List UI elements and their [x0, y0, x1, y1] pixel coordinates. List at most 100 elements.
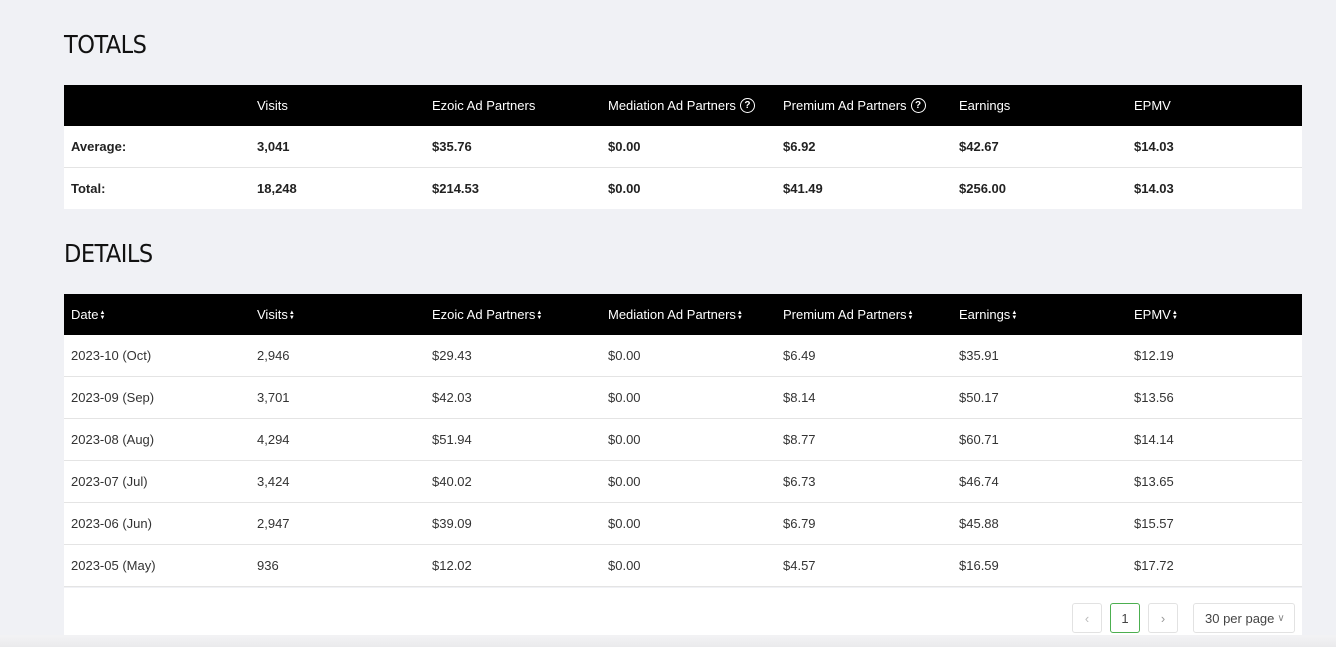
sort-icon: ▲ ▼	[99, 309, 106, 321]
totals-header-row: Visits Ezoic Ad Partners Mediation Ad Pa…	[64, 85, 1302, 126]
table-cell: $0.00	[608, 516, 641, 531]
details-table: Date ▲ ▼ Visits ▲ ▼ Ezoic Ad Partners ▲ ▼ Medi…	[64, 294, 1302, 587]
table-cell: $14.03	[1134, 181, 1174, 196]
chevron-right-icon: ›	[1160, 610, 1166, 626]
totals-header-mediation-label: Mediation Ad Partners	[608, 98, 736, 113]
table-cell: $15.57	[1134, 516, 1174, 531]
table-cell: $13.56	[1134, 390, 1174, 405]
totals-header-epmv: EPMV	[1134, 98, 1171, 113]
sort-header-mediation[interactable]: Mediation Ad Partners ▲ ▼	[601, 307, 776, 322]
details-title: DETAILS	[64, 239, 153, 268]
table-cell: $14.14	[1134, 432, 1174, 447]
table-cell: $8.77	[783, 432, 816, 447]
table-cell: $39.09	[432, 516, 472, 531]
totals-table: Visits Ezoic Ad Partners Mediation Ad Pa…	[64, 85, 1302, 209]
table-row: 2023-07 (Jul) 3,424 $40.02 $0.00 $6.73 $…	[64, 461, 1302, 503]
page-size-label: 30 per page	[1205, 610, 1275, 626]
header-label: Ezoic Ad Partners	[432, 307, 536, 322]
table-cell: $60.71	[959, 432, 999, 447]
chevron-left-icon: ‹	[1084, 610, 1090, 626]
table-cell: $42.03	[432, 390, 472, 405]
table-cell: $51.94	[432, 432, 472, 447]
sort-icon: ▲ ▼	[1171, 309, 1178, 321]
table-cell: 2023-08 (Aug)	[71, 432, 155, 447]
table-cell: $256.00	[959, 181, 1006, 196]
table-row: 2023-10 (Oct) 2,946 $29.43 $0.00 $6.49 $…	[64, 335, 1302, 377]
page-size-select[interactable]: 30 per page ∨	[1193, 603, 1295, 633]
sort-header-premium[interactable]: Premium Ad Partners ▲ ▼	[776, 307, 952, 322]
table-cell: $6.92	[783, 139, 816, 154]
sort-header-date[interactable]: Date ▲ ▼	[64, 307, 250, 322]
header-label: Earnings	[959, 307, 1011, 322]
table-cell: 2023-09 (Sep)	[71, 390, 155, 405]
table-cell: $8.14	[783, 390, 816, 405]
sort-header-ezoic[interactable]: Ezoic Ad Partners ▲ ▼	[425, 307, 601, 322]
details-header-row: Date ▲ ▼ Visits ▲ ▼ Ezoic Ad Partners ▲ ▼ Medi…	[64, 294, 1302, 335]
page-button-1[interactable]: 1	[1110, 603, 1140, 633]
sort-header-visits[interactable]: Visits ▲ ▼	[250, 307, 425, 322]
table-cell: $0.00	[608, 181, 641, 196]
table-cell: $0.00	[608, 432, 641, 447]
table-row: 2023-06 (Jun) 2,947 $39.09 $0.00 $6.79 $…	[64, 503, 1302, 545]
header-label: Visits	[257, 307, 288, 322]
table-cell: 18,248	[257, 181, 297, 196]
next-page-button[interactable]: ›	[1148, 603, 1178, 633]
sort-icon: ▲ ▼	[536, 309, 543, 321]
sort-icon: ▲ ▼	[288, 309, 295, 321]
table-cell: $14.03	[1134, 139, 1174, 154]
table-cell: $6.73	[783, 474, 816, 489]
totals-header-premium-label: Premium Ad Partners	[783, 98, 907, 113]
table-cell: $42.67	[959, 139, 999, 154]
table-cell: $0.00	[608, 390, 641, 405]
table-cell: $50.17	[959, 390, 999, 405]
table-cell: $0.00	[608, 474, 641, 489]
table-cell: 4,294	[257, 432, 290, 447]
table-cell: $45.88	[959, 516, 999, 531]
sort-icon: ▲ ▼	[736, 309, 743, 321]
table-cell: 2,946	[257, 348, 290, 363]
header-label: EPMV	[1134, 307, 1171, 322]
chevron-down-icon: ∨	[1277, 612, 1285, 624]
table-row: 2023-08 (Aug) 4,294 $51.94 $0.00 $8.77 $…	[64, 419, 1302, 461]
table-cell: 2,947	[257, 516, 290, 531]
table-cell: $29.43	[432, 348, 472, 363]
table-cell: 3,701	[257, 390, 290, 405]
table-cell: $6.49	[783, 348, 816, 363]
header-label: Date	[71, 307, 99, 322]
table-cell: $16.59	[959, 558, 999, 573]
totals-row-average: Average: 3,041 $35.76 $0.00 $6.92 $42.67…	[64, 126, 1302, 168]
totals-header-ezoic: Ezoic Ad Partners	[432, 98, 536, 113]
sort-header-epmv[interactable]: EPMV ▲ ▼	[1127, 307, 1302, 322]
table-row: 2023-05 (May) 936 $12.02 $0.00 $4.57 $16…	[64, 545, 1302, 587]
table-cell: $4.57	[783, 558, 816, 573]
help-icon[interactable]: ?	[739, 98, 755, 113]
table-cell: $0.00	[608, 348, 641, 363]
table-cell: 3,424	[257, 474, 290, 489]
header-label: Mediation Ad Partners	[608, 307, 736, 322]
prev-page-button[interactable]: ‹	[1072, 603, 1102, 633]
header-label: Premium Ad Partners	[783, 307, 907, 322]
table-cell: $0.00	[608, 558, 641, 573]
table-cell: 2023-06 (Jun)	[71, 516, 152, 531]
totals-header-mediation: Mediation Ad Partners ?	[601, 98, 776, 113]
table-cell: $12.02	[432, 558, 472, 573]
totals-header-premium: Premium Ad Partners ?	[776, 98, 952, 113]
table-cell: $41.49	[783, 181, 823, 196]
help-icon[interactable]: ?	[910, 98, 926, 113]
table-cell: 2023-05 (May)	[71, 558, 156, 573]
table-cell: $35.91	[959, 348, 999, 363]
totals-header-visits: Visits	[257, 98, 288, 113]
totals-title: TOTALS	[64, 30, 147, 59]
table-cell: Average:	[71, 139, 127, 154]
table-cell: $12.19	[1134, 348, 1174, 363]
sort-header-earnings[interactable]: Earnings ▲ ▼	[952, 307, 1127, 322]
table-cell: 2023-10 (Oct)	[71, 348, 152, 363]
table-cell: 3,041	[257, 139, 290, 154]
table-cell: Total:	[71, 181, 106, 196]
sort-icon: ▲ ▼	[907, 309, 914, 321]
table-cell: $0.00	[608, 139, 641, 154]
table-cell: $6.79	[783, 516, 816, 531]
totals-row-total: Total: 18,248 $214.53 $0.00 $41.49 $256.…	[64, 168, 1302, 209]
table-cell: $40.02	[432, 474, 472, 489]
table-cell: $17.72	[1134, 558, 1174, 573]
